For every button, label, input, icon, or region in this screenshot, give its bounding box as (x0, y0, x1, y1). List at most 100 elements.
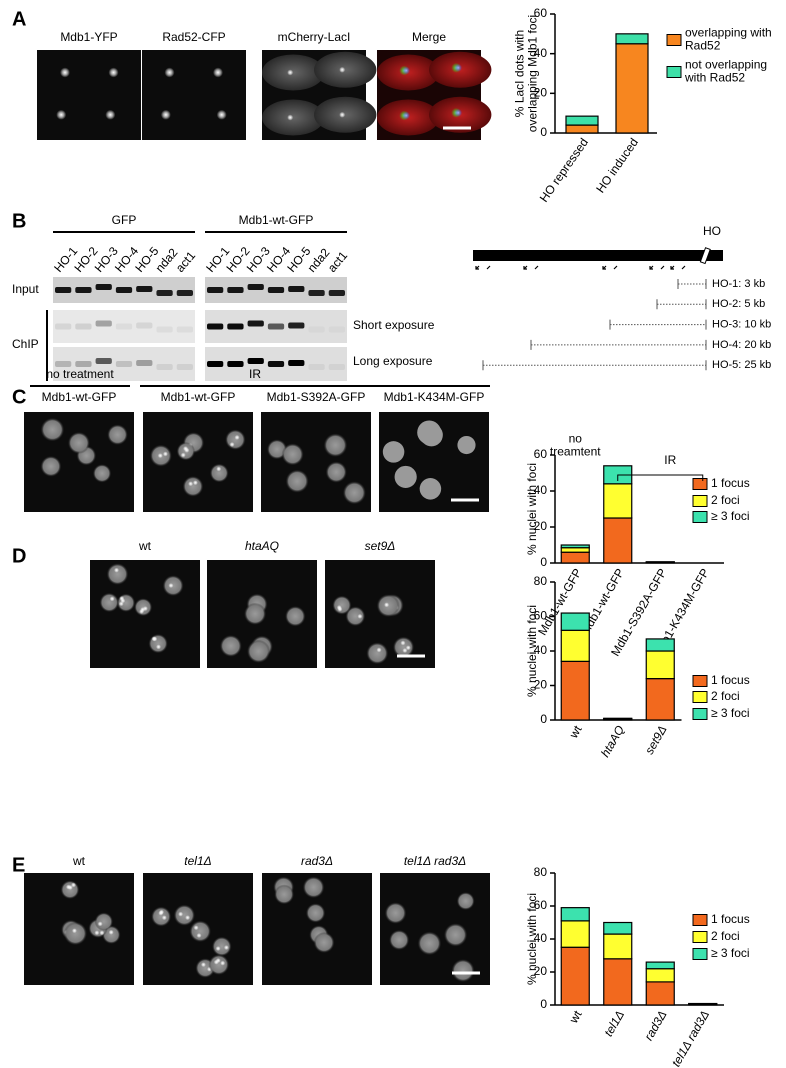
row-label: ChIP (12, 337, 39, 351)
y-tick-label: 40 (534, 931, 548, 945)
amplicon-label: HO-5: 25 kb (712, 359, 771, 371)
gel (53, 310, 195, 343)
focus (376, 647, 382, 653)
bar-segment (565, 115, 599, 126)
focus (105, 109, 116, 120)
focus (405, 645, 411, 651)
legend-swatch (692, 948, 708, 960)
nucleus (456, 892, 475, 911)
image-label: Mdb1-S392A-GFP (267, 390, 366, 404)
nucleus (94, 912, 114, 931)
focus (157, 453, 163, 459)
x-tick-label: wt (566, 723, 585, 742)
micrograph (90, 560, 200, 668)
image-label: tel1Δ (184, 854, 211, 868)
image-label: Mdb1-wt-GFP (161, 390, 236, 404)
focus (151, 636, 157, 642)
legend-label: ≥ 3 foci (711, 946, 750, 960)
nucleus (345, 606, 366, 627)
focus (216, 109, 227, 120)
band (75, 287, 92, 293)
focus (212, 67, 223, 78)
panel-label: A (12, 8, 26, 30)
focus (185, 915, 191, 921)
band (328, 290, 345, 296)
amplicon-label: HO-4: 20 kb (712, 339, 771, 351)
legend-label: 2 foci (711, 493, 740, 507)
micrograph (143, 412, 253, 512)
focus (339, 111, 346, 118)
bar-segment (560, 544, 590, 549)
legend-swatch (692, 675, 708, 687)
focus (192, 480, 198, 486)
image-label: wt (138, 539, 152, 553)
bar-segment (560, 547, 590, 553)
bar-segment (565, 124, 599, 134)
y-tick-label: 0 (540, 997, 547, 1011)
bar-segment (603, 958, 633, 1006)
micrograph (261, 412, 371, 512)
ho-site (699, 247, 711, 265)
nucleus (281, 443, 304, 466)
focus (220, 960, 226, 966)
focus (234, 434, 240, 440)
nucleus (332, 595, 352, 615)
x-tick-label: HO induced (593, 136, 641, 196)
image-background (37, 50, 141, 140)
band (308, 290, 325, 296)
group-label: no treatment (46, 367, 114, 381)
micrograph (143, 873, 253, 985)
nucleus (246, 639, 271, 664)
nucleus (243, 602, 267, 625)
focus (161, 915, 167, 921)
micrograph (379, 412, 489, 512)
focus (287, 114, 294, 121)
band (136, 286, 153, 292)
focus (59, 67, 70, 78)
band (247, 358, 264, 364)
nucleus (67, 431, 90, 454)
annotation: IR (664, 453, 676, 467)
bar-segment (603, 933, 633, 960)
bar-segment (615, 43, 649, 134)
focus (384, 602, 390, 608)
micrograph (207, 560, 317, 668)
focus (139, 608, 145, 614)
nucleus (173, 904, 196, 926)
gel-group-title: GFP (112, 213, 137, 227)
focus (357, 613, 363, 619)
panel-label: E (12, 854, 25, 876)
primer (475, 265, 491, 270)
focus (164, 67, 175, 78)
nucleus (302, 876, 325, 899)
nucleus (99, 592, 119, 613)
focus (108, 67, 119, 78)
image-label: Mdb1-K434M-GFP (384, 390, 485, 404)
nucleus (40, 455, 62, 477)
focus (188, 481, 194, 487)
band (95, 284, 112, 290)
image-label: rad3Δ (301, 854, 333, 868)
focus (454, 63, 463, 72)
nucleus (451, 959, 475, 983)
nucleus (366, 642, 389, 665)
image-label: mCherry-LacI (278, 30, 351, 44)
bar-segment (645, 638, 675, 652)
legend-label: 2 foci (711, 689, 740, 703)
nucleus (219, 634, 242, 657)
micrograph (24, 412, 134, 512)
band (95, 358, 112, 364)
x-tick-label: tel1Δ (601, 1008, 627, 1039)
bar-segment (560, 660, 590, 721)
legend-label: overlapping with Rad52 (685, 26, 772, 53)
legend-swatch (666, 34, 682, 46)
y-tick-label: 40 (534, 483, 548, 497)
x-tick-label: tel1Δ rad3Δ (669, 1008, 712, 1068)
focus (193, 925, 199, 931)
bar-segment (560, 551, 590, 564)
micrograph (24, 873, 134, 985)
focus (400, 640, 406, 646)
x-tick-label: set9Δ (642, 723, 669, 757)
nucleus (325, 461, 347, 483)
band (267, 287, 285, 293)
